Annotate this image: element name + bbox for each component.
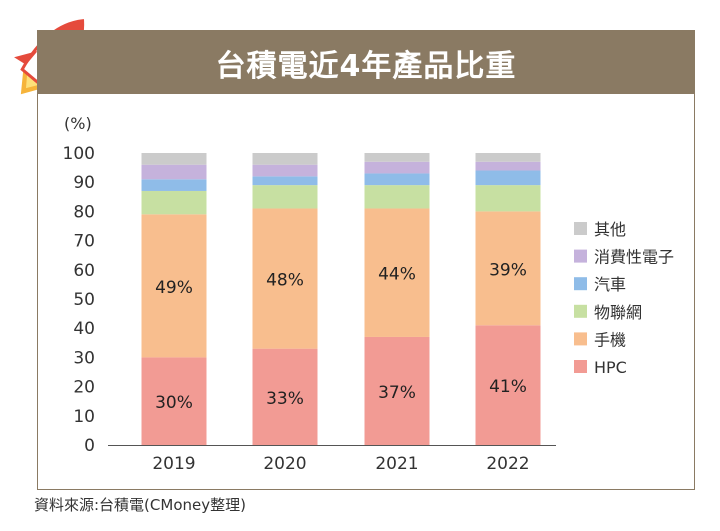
chart-title: 台積電近4年產品比重 bbox=[215, 48, 517, 84]
y-tick-label: 60 bbox=[73, 261, 95, 281]
y-tick-label: 0 bbox=[84, 436, 95, 456]
legend-swatch bbox=[574, 222, 587, 235]
bar-segment bbox=[252, 153, 318, 165]
y-tick-label: 40 bbox=[73, 319, 95, 339]
data-label: 44% bbox=[378, 265, 416, 285]
bar-segment bbox=[364, 336, 430, 445]
data-label: 39% bbox=[489, 260, 527, 280]
bar-segment bbox=[475, 153, 541, 162]
y-tick-label: 10 bbox=[73, 407, 95, 427]
source-note: 資料來源:台積電(CMoney整理) bbox=[34, 496, 246, 514]
legend-swatch bbox=[574, 332, 587, 346]
y-axis-label: (%) bbox=[64, 114, 92, 133]
legend-label: 其他 bbox=[594, 220, 626, 239]
bar-segment bbox=[141, 179, 207, 191]
y-tick-label: 80 bbox=[73, 202, 95, 222]
bar-segment bbox=[252, 208, 318, 349]
legend-swatch bbox=[574, 360, 587, 373]
data-label: 49% bbox=[155, 278, 193, 298]
bar-segment bbox=[364, 173, 430, 186]
legend-label: 汽車 bbox=[594, 275, 626, 294]
x-tick-label: 2019 bbox=[152, 454, 195, 474]
data-label: 41% bbox=[489, 377, 527, 397]
y-tick-label: 70 bbox=[73, 232, 95, 252]
bar-segment bbox=[141, 153, 207, 165]
bar-segment bbox=[141, 357, 207, 445]
bars: 30% 49% 33% 48% 37% 44% 41% 39% bbox=[141, 153, 541, 445]
legend-label: 手機 bbox=[594, 330, 626, 349]
axes: (%) 0 10 20 30 40 50 60 70 80 90 100 2019 2020 2021 202… bbox=[63, 114, 556, 474]
x-tick-label: 2022 bbox=[486, 454, 529, 474]
y-tick-label: 20 bbox=[73, 378, 95, 398]
bar-segment bbox=[364, 153, 430, 162]
data-label: 30% bbox=[155, 393, 193, 413]
bar-segment bbox=[141, 214, 207, 358]
data-label: 48% bbox=[266, 271, 304, 291]
legend-swatch bbox=[574, 249, 587, 263]
bar-segment bbox=[252, 164, 318, 177]
y-tick-label: 30 bbox=[73, 348, 95, 368]
legend-label: 物聯網 bbox=[594, 303, 642, 322]
bar-segment bbox=[364, 185, 430, 209]
bar-segment bbox=[364, 161, 430, 174]
bar-segment bbox=[252, 348, 318, 445]
title-banner: 台積電近4年產品比重 bbox=[38, 31, 694, 94]
bar-segment bbox=[364, 208, 430, 337]
legend-label: HPC bbox=[594, 358, 627, 377]
y-tick-label: 100 bbox=[63, 144, 95, 164]
bar-segment bbox=[475, 211, 541, 326]
data-label: 37% bbox=[378, 383, 416, 403]
bar-segment bbox=[475, 325, 541, 445]
x-tick-label: 2020 bbox=[263, 454, 306, 474]
bar-segment bbox=[252, 176, 318, 186]
bar-segment bbox=[141, 164, 207, 180]
y-tick-label: 90 bbox=[73, 173, 95, 193]
bar-segment bbox=[475, 170, 541, 186]
data-label: 33% bbox=[266, 389, 304, 409]
y-tick-label: 50 bbox=[73, 290, 95, 310]
legend-swatch bbox=[574, 277, 587, 291]
x-tick-label: 2021 bbox=[375, 454, 418, 474]
legend-swatch bbox=[574, 304, 587, 318]
bar-segment bbox=[475, 185, 541, 212]
bar-segment bbox=[252, 185, 318, 209]
bar-segment bbox=[141, 190, 207, 215]
legend-label: 消費性電子 bbox=[594, 248, 674, 267]
bar-segment bbox=[475, 161, 541, 171]
